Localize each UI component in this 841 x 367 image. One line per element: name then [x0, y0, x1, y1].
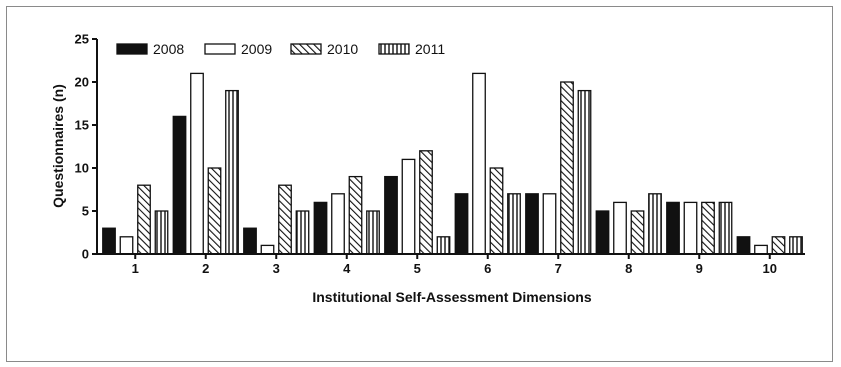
y-tick-label-0: 0 [82, 247, 89, 262]
bar-2011-dim-4 [366, 210, 380, 255]
y-tick-label-20: 20 [75, 75, 89, 90]
bar-2008-dim-8 [595, 210, 610, 255]
bar-2008-dim-1 [102, 227, 116, 255]
bar-2009-dim-1 [119, 236, 134, 255]
x-tick-label-7: 7 [555, 261, 562, 276]
legend-label-2009: 2009 [241, 41, 272, 57]
bar-2010-dim-2 [207, 167, 222, 255]
bar-2010-dim-10 [771, 236, 786, 255]
x-tick-label-9: 9 [696, 261, 703, 276]
legend-label-2011: 2011 [415, 41, 445, 57]
bar-2010-dim-1 [137, 184, 151, 255]
legend-swatch-2010 [290, 43, 322, 55]
y-tick-label-5: 5 [82, 204, 89, 219]
x-axis-title: Institutional Self-Assessment Dimensions [312, 289, 591, 305]
bar-2009-dim-8 [613, 201, 627, 255]
bar-2011-dim-5 [436, 236, 451, 255]
bar-2008-dim-6 [454, 193, 469, 255]
bar-2008-dim-9 [666, 201, 680, 255]
x-tick-label-2: 2 [202, 261, 209, 276]
bar-2009-dim-2 [190, 72, 204, 255]
x-tick-label-4: 4 [343, 261, 351, 276]
legend-label-2008: 2008 [153, 41, 184, 57]
y-axis-title: Questionnaires (n) [50, 84, 66, 208]
bar-2009-dim-3 [260, 244, 275, 255]
y-tick-label-10: 10 [75, 161, 89, 176]
x-tick-label-1: 1 [132, 261, 139, 276]
bar-2011-dim-3 [295, 210, 310, 255]
bar-2011-dim-10 [789, 236, 803, 255]
bar-2010-dim-5 [419, 150, 433, 255]
x-tick-label-8: 8 [625, 261, 632, 276]
bar-2010-dim-4 [348, 175, 363, 255]
x-tick-label-10: 10 [763, 261, 777, 276]
x-tick-label-5: 5 [414, 261, 421, 276]
legend: 2008 2009 2010 2011 [116, 41, 445, 57]
legend-label-2010: 2010 [327, 41, 358, 57]
bar-2008-dim-7 [525, 193, 539, 255]
bar-2009-dim-9 [683, 201, 698, 255]
bar-2011-dim-6 [507, 193, 521, 255]
legend-swatch-2009 [204, 43, 236, 55]
bar-2011-dim-7 [577, 89, 592, 255]
bars-group [102, 72, 803, 255]
bar-2011-dim-9 [718, 201, 733, 255]
bar-2008-dim-3 [243, 227, 257, 255]
legend-swatch-2011 [378, 43, 410, 55]
bar-2009-dim-7 [542, 193, 557, 255]
bar-2009-dim-6 [472, 72, 486, 255]
x-tick-label-3: 3 [273, 261, 280, 276]
bar-2009-dim-5 [401, 158, 416, 255]
bar-2011-dim-8 [648, 193, 662, 255]
axes-group: 0 5 10 15 20 25 1 2 3 4 5 6 7 8 9 10 [75, 32, 805, 276]
bar-2009-dim-10 [754, 244, 768, 255]
y-tick-label-15: 15 [75, 118, 89, 133]
y-tick-label-25: 25 [75, 32, 89, 47]
x-tick-label-6: 6 [484, 261, 491, 276]
bar-2008-dim-2 [172, 115, 187, 255]
bar-2008-dim-5 [384, 175, 398, 255]
bar-2010-dim-3 [278, 184, 292, 255]
bar-2008-dim-4 [313, 201, 328, 255]
bar-2011-dim-2 [225, 89, 239, 255]
bar-2011-dim-1 [154, 210, 169, 255]
bar-2010-dim-9 [701, 201, 715, 255]
bar-2009-dim-4 [331, 193, 345, 255]
bar-2010-dim-6 [489, 167, 504, 255]
bar-2008-dim-10 [736, 236, 751, 255]
bar-2010-dim-7 [560, 81, 574, 255]
legend-swatch-2008 [116, 43, 148, 55]
bar-2010-dim-8 [630, 210, 645, 255]
